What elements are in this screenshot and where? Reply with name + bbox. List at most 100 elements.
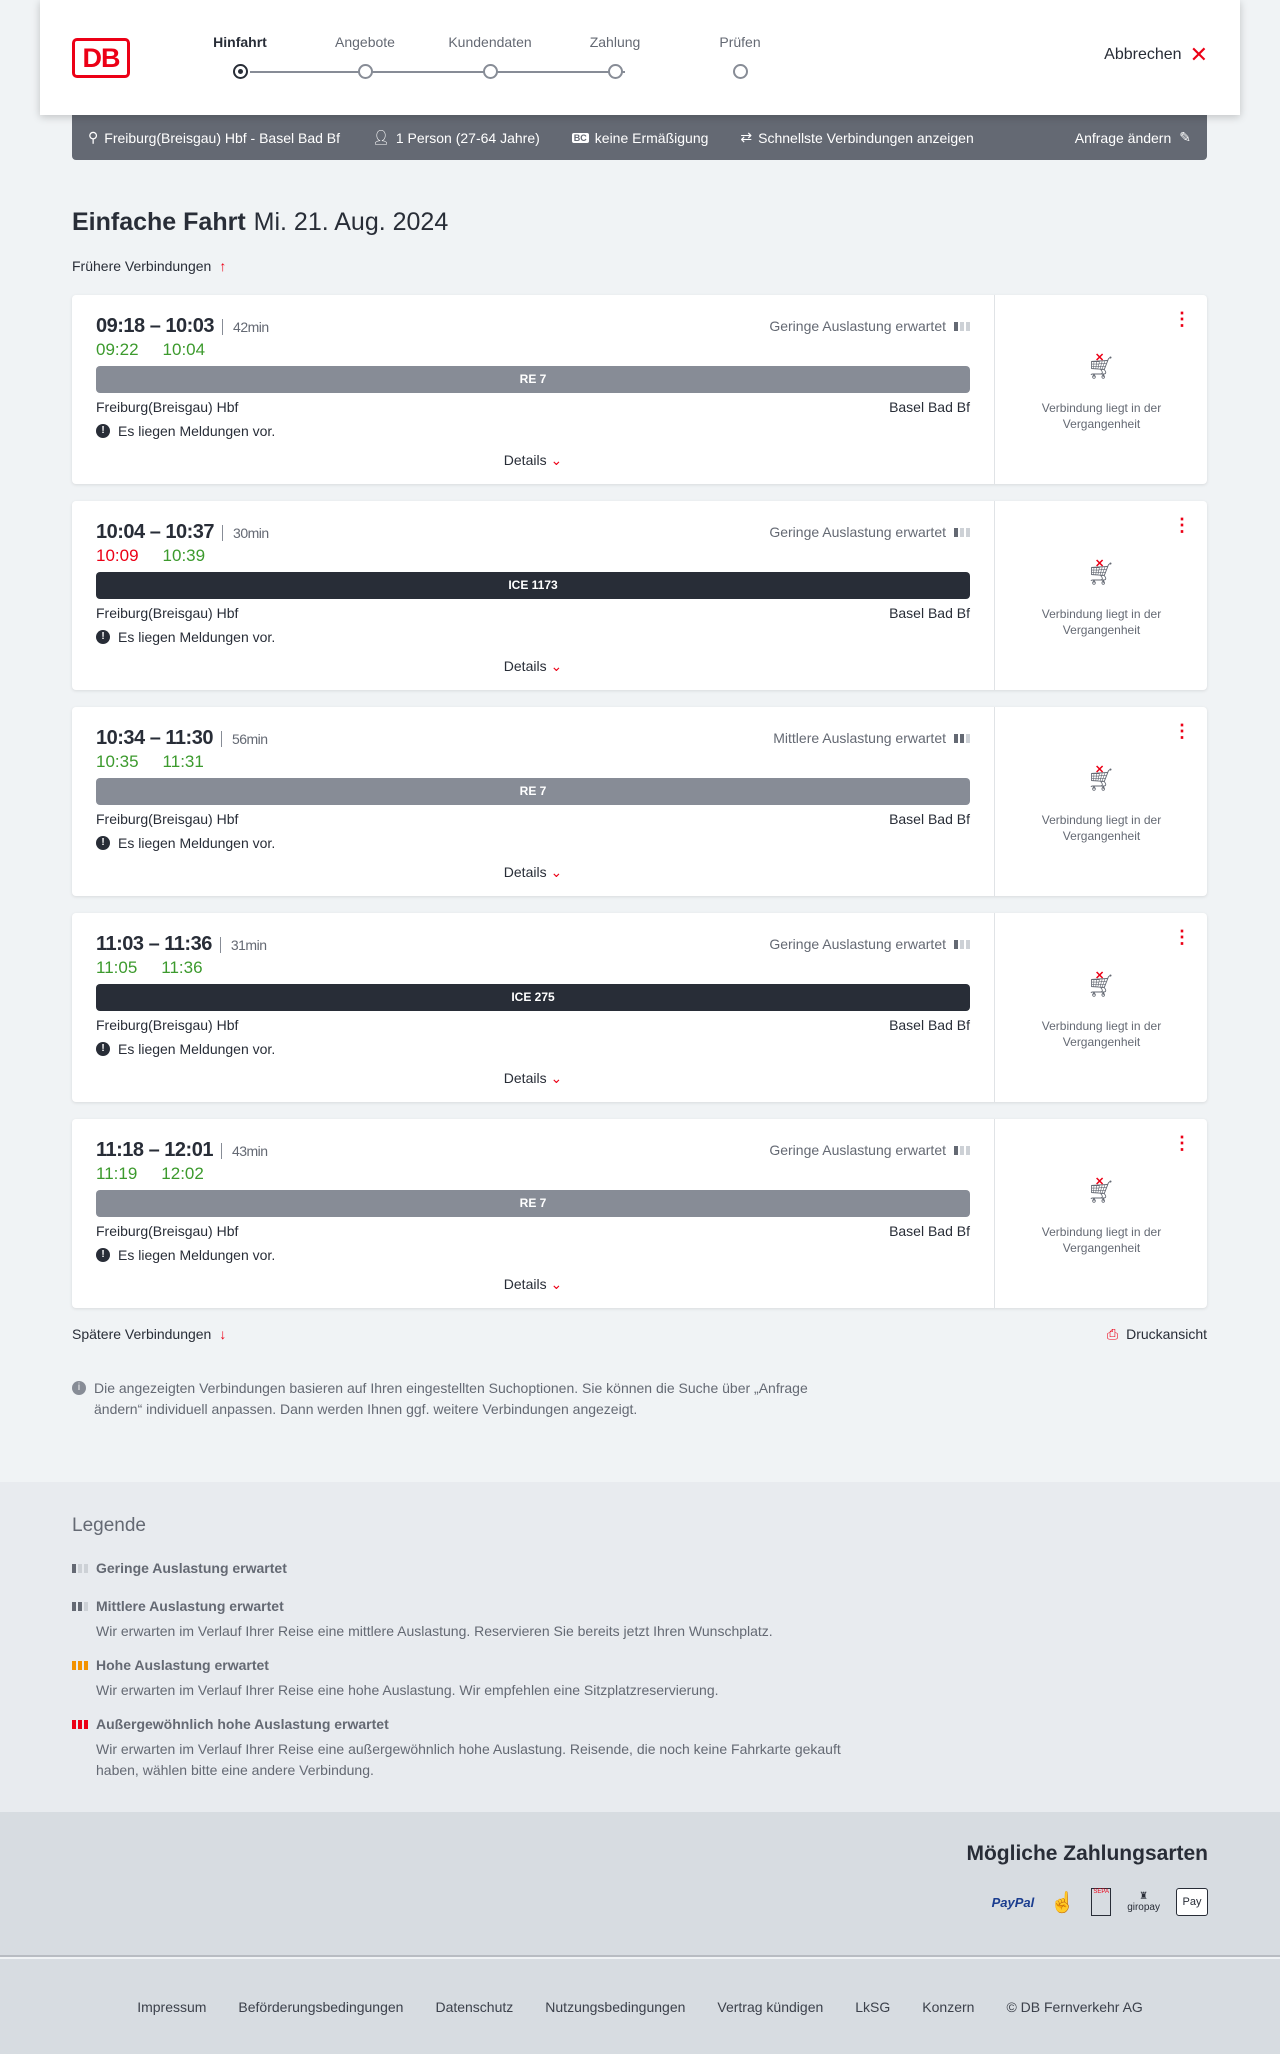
- time-range: 10:04 – 10:37: [96, 521, 215, 543]
- step-zahlung: Zahlung: [555, 34, 675, 79]
- footer-link[interactable]: Impressum: [137, 1998, 207, 2015]
- step-circle: [482, 64, 498, 79]
- occupancy-label: Geringe Auslastung erwartet: [769, 1142, 946, 1158]
- realtime-departure: 10:09: [96, 546, 139, 565]
- alert-icon: !: [96, 424, 110, 438]
- connection-card[interactable]: 10:34 – 11:30 56min 10:35 11:31 Mittlere A…: [72, 707, 1207, 896]
- train-segment-bar[interactable]: RE 7: [96, 1190, 970, 1217]
- planned-times: 10:34 – 11:30 56min: [96, 727, 268, 750]
- train-segment-bar[interactable]: ICE 275: [96, 984, 970, 1011]
- alert-icon: !: [96, 1042, 110, 1056]
- edit-request-button[interactable]: Anfrage ändern ✎: [1075, 129, 1191, 146]
- footer-link[interactable]: Nutzungsbedingungen: [545, 1998, 686, 2015]
- step-circle: [357, 64, 373, 79]
- duration: 56min: [220, 731, 268, 747]
- connection-card[interactable]: 09:18 – 10:03 42min 09:22 10:04 Geringe Au…: [72, 295, 1207, 484]
- details-toggle[interactable]: Details ⌄: [96, 1070, 970, 1087]
- realtime-arrival: 11:31: [162, 752, 204, 771]
- realtime-arrival: 10:39: [162, 546, 206, 565]
- details-toggle[interactable]: Details ⌄: [96, 864, 970, 881]
- legend-item: Hohe Auslastung erwartet Wir erwarten im …: [72, 1657, 872, 1701]
- realtime-arrival: 12:02: [161, 1164, 204, 1183]
- origin-station: Freiburg(Breisgau) Hbf: [96, 1017, 239, 1033]
- train-segment-bar[interactable]: ICE 1173: [96, 572, 970, 599]
- availability-status: Verbindung liegt in der Vergangenheit: [1041, 401, 1162, 431]
- location-pin-icon: ⚲: [88, 129, 99, 145]
- connection-card[interactable]: 10:04 – 10:37 30min 10:09 10:39 Geringe Au…: [72, 501, 1207, 690]
- search-option: Schnellste Verbindungen anzeigen: [758, 129, 974, 146]
- footer-link[interactable]: LkSG: [855, 1998, 891, 2015]
- cart-unavailable-icon: 🛒︎ ✕: [1087, 352, 1115, 380]
- legend-section: Legende Geringe Auslastung erwartet Mittl…: [0, 1482, 1280, 1812]
- realtime-departure: 10:35: [96, 752, 139, 771]
- search-summary-bar: ⚲ Freiburg(Breisgau) Hbf - Basel Bad Bf 👤…: [72, 115, 1207, 160]
- footer-link[interactable]: Vertrag kündigen: [717, 1998, 824, 2015]
- alert-icon: !: [96, 1248, 110, 1262]
- realtime-arrival: 11:36: [161, 958, 203, 977]
- cancel-button[interactable]: Abbrechen ✕: [1104, 44, 1208, 66]
- destination-station: Basel Bad Bf: [889, 811, 970, 827]
- more-options-icon[interactable]: ⋮: [1173, 721, 1191, 741]
- message-text: Es liegen Meldungen vor.: [118, 1247, 276, 1263]
- booking-panel: ⋮ 🛒︎ ✕ Verbindung liegt in der Vergangenh…: [994, 1119, 1207, 1308]
- duration: 30min: [222, 525, 269, 541]
- later-connections-link[interactable]: Spätere Verbindungen ↓: [72, 1326, 226, 1342]
- train-segment-bar[interactable]: RE 7: [96, 778, 970, 805]
- realtime-departure: 11:05: [96, 958, 138, 977]
- occupancy-status: Mittlere Auslastung erwartet: [773, 730, 970, 746]
- destination-station: Basel Bad Bf: [889, 1017, 970, 1033]
- info-note: i Die angezeigten Verbindungen basieren a…: [72, 1378, 852, 1420]
- step-angebote: Angebote: [305, 34, 425, 79]
- connection-card[interactable]: 11:03 – 11:36 31min 11:05 11:36 Geringe Au…: [72, 913, 1207, 1102]
- db-logo[interactable]: DB: [72, 38, 130, 78]
- step-label: Angebote: [335, 34, 395, 50]
- occupancy-label: Geringe Auslastung erwartet: [769, 318, 946, 334]
- details-toggle[interactable]: Details ⌄: [96, 1276, 970, 1293]
- credit-card-hand-icon: ☝: [1050, 1891, 1076, 1914]
- printer-icon: ⎙: [1106, 1326, 1119, 1342]
- more-options-icon[interactable]: ⋮: [1173, 309, 1191, 329]
- more-options-icon[interactable]: ⋮: [1173, 927, 1191, 947]
- time-range: 09:18 – 10:03: [96, 315, 215, 337]
- planned-times: 09:18 – 10:03 42min: [96, 315, 269, 338]
- chevron-down-icon: ⌄: [550, 864, 563, 880]
- availability-status: Verbindung liegt in der Vergangenheit: [1041, 1225, 1162, 1255]
- message-text: Es liegen Meldungen vor.: [118, 835, 276, 851]
- occupancy-label: Geringe Auslastung erwartet: [769, 936, 946, 952]
- step-circle: [232, 64, 248, 79]
- details-toggle[interactable]: Details ⌄: [96, 658, 970, 675]
- legend-title: Legende: [72, 1515, 146, 1536]
- more-options-icon[interactable]: ⋮: [1173, 1133, 1191, 1153]
- edit-request-label: Anfrage ändern: [1074, 129, 1172, 146]
- connection-card[interactable]: 11:18 – 12:01 43min 11:19 12:02 Geringe Au…: [72, 1119, 1207, 1308]
- occupancy-level-icon: [72, 1660, 88, 1670]
- arrow-down-icon: ↓: [219, 1326, 227, 1342]
- earlier-connections-link[interactable]: Frühere Verbindungen ↑: [72, 258, 226, 274]
- step-label: Prüfen: [719, 34, 761, 50]
- availability-status: Verbindung liegt in der Vergangenheit: [1041, 607, 1162, 637]
- info-note-text: Die angezeigten Verbindungen basieren au…: [94, 1380, 808, 1417]
- train-segment-bar[interactable]: RE 7: [96, 366, 970, 393]
- print-view-link[interactable]: ⎙ Druckansicht: [1107, 1326, 1207, 1343]
- route: Freiburg(Breisgau) Hbf - Basel Bad Bf: [104, 129, 341, 146]
- more-options-icon[interactable]: ⋮: [1173, 515, 1191, 535]
- step-circle: [607, 64, 623, 79]
- footer-link[interactable]: Datenschutz: [435, 1998, 514, 2015]
- page-title: Einfache Fahrt Mi. 21. Aug. 2024: [72, 208, 448, 237]
- destination-station: Basel Bad Bf: [889, 605, 970, 621]
- footer-links: Impressum Beförderungsbedingungen Datensch…: [0, 1959, 1280, 2054]
- footer-link[interactable]: Beförderungsbedingungen: [238, 1998, 404, 2015]
- stepper-line: [250, 71, 625, 73]
- occupancy-status: Geringe Auslastung erwartet: [769, 524, 970, 540]
- footer-link[interactable]: Konzern: [922, 1998, 975, 2015]
- print-label: Druckansicht: [1126, 1326, 1207, 1342]
- legend-item: Mittlere Auslastung erwartet Wir erwarten…: [72, 1598, 872, 1642]
- booking-panel: ⋮ 🛒︎ ✕ Verbindung liegt in der Vergangenh…: [994, 707, 1207, 896]
- person-icon: 👤︎: [372, 129, 390, 145]
- details-toggle[interactable]: Details ⌄: [96, 452, 970, 469]
- swap-arrows-icon: ⇄: [740, 129, 753, 145]
- duration: 31min: [219, 937, 267, 953]
- details-label: Details: [503, 452, 547, 468]
- occupancy-icon: [954, 1145, 970, 1155]
- bahncard-icon: BC: [571, 132, 589, 143]
